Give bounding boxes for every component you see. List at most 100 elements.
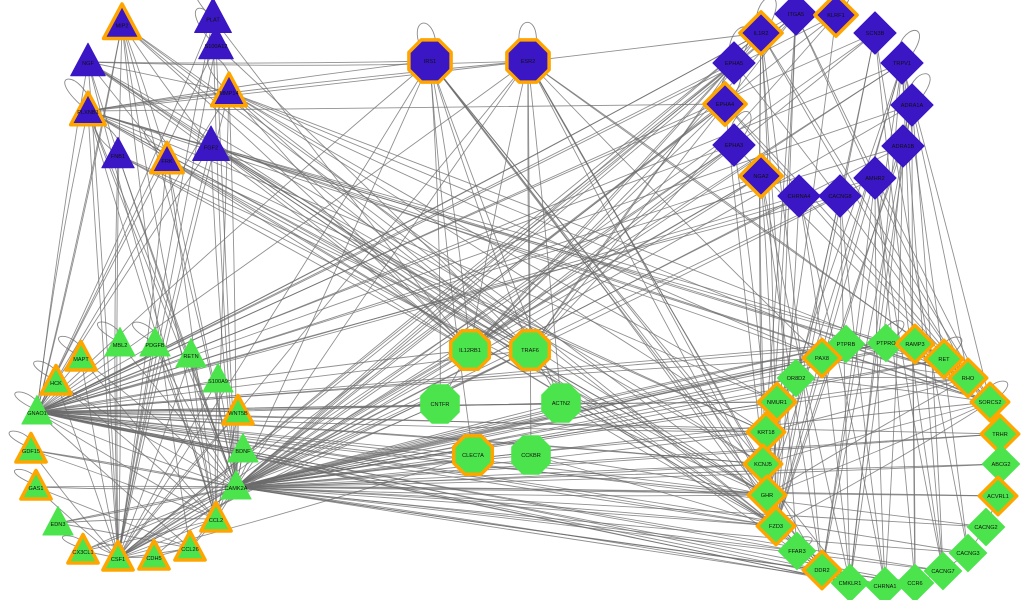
graph-node-hck[interactable] xyxy=(39,363,73,396)
graph-node-frk[interactable] xyxy=(149,140,185,175)
edge xyxy=(166,159,768,496)
edge xyxy=(228,91,991,403)
edge xyxy=(874,177,944,572)
graph-node-klrf1[interactable] xyxy=(813,0,859,38)
graph-node-fgf2[interactable] xyxy=(192,125,230,161)
graph-node-ptpro[interactable] xyxy=(866,323,906,363)
edge xyxy=(36,23,123,413)
graph-node-bdnf[interactable] xyxy=(227,433,259,463)
graph-node-nmur1[interactable] xyxy=(756,381,798,423)
graph-node-ramp3[interactable] xyxy=(894,323,936,365)
edge xyxy=(469,60,529,351)
edge xyxy=(30,449,217,520)
graph-node-cacng3[interactable] xyxy=(948,533,988,573)
graph-node-sorcs2[interactable] xyxy=(969,381,1011,423)
graph-node-ccl26[interactable] xyxy=(173,529,207,562)
graph-node-pdgfb[interactable] xyxy=(139,327,171,357)
edge xyxy=(35,485,237,488)
graph-node-cacng2[interactable] xyxy=(966,507,1006,547)
graph-node-plat[interactable] xyxy=(194,0,232,33)
graph-node-or8d2[interactable] xyxy=(776,358,816,398)
graph-node-epha5[interactable] xyxy=(712,41,756,85)
graph-node-rho[interactable] xyxy=(947,357,989,399)
edge xyxy=(190,354,217,520)
edge xyxy=(166,159,237,488)
graph-node-mbl2[interactable] xyxy=(104,327,136,357)
edge xyxy=(30,449,237,488)
graph-node-actn2[interactable] xyxy=(541,383,581,423)
edge xyxy=(87,60,529,112)
graph-node-abcg2[interactable] xyxy=(981,444,1021,484)
graph-node-trpv1[interactable] xyxy=(880,41,924,85)
graph-node-irs1[interactable] xyxy=(407,38,453,84)
edge xyxy=(190,354,237,488)
graph-node-cmklr1[interactable] xyxy=(830,563,870,600)
graph-node-cacng8[interactable] xyxy=(818,174,862,218)
graph-node-cckbr[interactable] xyxy=(511,435,551,475)
edge xyxy=(228,91,471,351)
graph-node-fzd3[interactable] xyxy=(755,505,797,547)
graph-node-nga2[interactable] xyxy=(738,153,784,199)
edge xyxy=(36,195,800,413)
graph-node-cacng7[interactable] xyxy=(923,551,963,591)
graph-node-s100a12[interactable] xyxy=(198,25,234,60)
graph-node-adra1a[interactable] xyxy=(890,83,934,127)
graph-node-chrna4[interactable] xyxy=(777,174,821,218)
graph-node-il1r2[interactable] xyxy=(738,10,784,56)
graph-node-ccl2[interactable] xyxy=(199,500,233,533)
graph-node-wnt5b[interactable] xyxy=(221,393,255,426)
graph-node-adra1b[interactable] xyxy=(881,124,925,168)
graph-node-cdh5[interactable] xyxy=(137,538,171,571)
graph-node-epha3[interactable] xyxy=(712,123,756,167)
edge xyxy=(228,91,777,527)
graph-node-camk2a[interactable] xyxy=(220,470,252,500)
graph-node-cntfr[interactable] xyxy=(420,384,460,424)
graph-node-ghr[interactable] xyxy=(746,474,788,516)
graph-node-esr2[interactable] xyxy=(505,38,551,84)
edge xyxy=(795,376,969,379)
graph-node-gdf15[interactable] xyxy=(14,431,48,464)
graph-node-chrna1[interactable] xyxy=(865,566,905,600)
edge xyxy=(36,379,219,413)
graph-node-mapt[interactable] xyxy=(64,339,98,372)
graph-node-fnb1[interactable] xyxy=(101,136,135,169)
graph-node-ccr6[interactable] xyxy=(895,563,935,600)
edge xyxy=(469,103,726,351)
graph-node-pax8[interactable] xyxy=(801,337,843,379)
edge xyxy=(166,159,471,351)
graph-node-gnao1[interactable] xyxy=(21,395,53,425)
graph-node-ngf[interactable] xyxy=(70,42,106,77)
graph-node-ret[interactable] xyxy=(923,338,965,380)
graph-node-mip2[interactable] xyxy=(101,2,143,41)
edge xyxy=(760,32,969,379)
graph-node-s100a9[interactable] xyxy=(202,363,234,393)
graph-node-epha4[interactable] xyxy=(702,81,748,127)
graph-node-retn[interactable] xyxy=(175,338,207,368)
graph-node-cx3cl1[interactable] xyxy=(66,532,100,565)
graph-node-itga5[interactable] xyxy=(774,0,818,36)
graph-node-amhr2[interactable] xyxy=(853,156,897,200)
edge xyxy=(560,402,768,496)
graph-node-ddr2[interactable] xyxy=(801,549,843,591)
graph-node-gas1[interactable] xyxy=(19,468,53,501)
edge xyxy=(36,411,987,528)
graph-node-edn3[interactable] xyxy=(42,506,74,536)
graph-node-traf6[interactable] xyxy=(508,328,552,372)
edge xyxy=(235,486,768,496)
edge xyxy=(87,103,726,112)
edge xyxy=(235,486,777,527)
graph-node-csf1[interactable] xyxy=(101,539,135,572)
edge xyxy=(36,44,217,413)
edge xyxy=(82,486,237,552)
edge xyxy=(117,44,217,559)
graph-node-acvrl1[interactable] xyxy=(977,475,1019,517)
graph-node-plxnb1[interactable] xyxy=(68,90,108,127)
graph-node-il12rb1[interactable] xyxy=(448,328,492,372)
graph-node-clec7a[interactable] xyxy=(451,433,495,477)
graph-node-mmp14[interactable] xyxy=(209,71,249,108)
edge xyxy=(776,377,969,403)
edge xyxy=(821,104,913,571)
graph-node-scn3b[interactable] xyxy=(853,11,897,55)
edge xyxy=(166,159,767,433)
graph-node-ffar3[interactable] xyxy=(777,531,817,571)
